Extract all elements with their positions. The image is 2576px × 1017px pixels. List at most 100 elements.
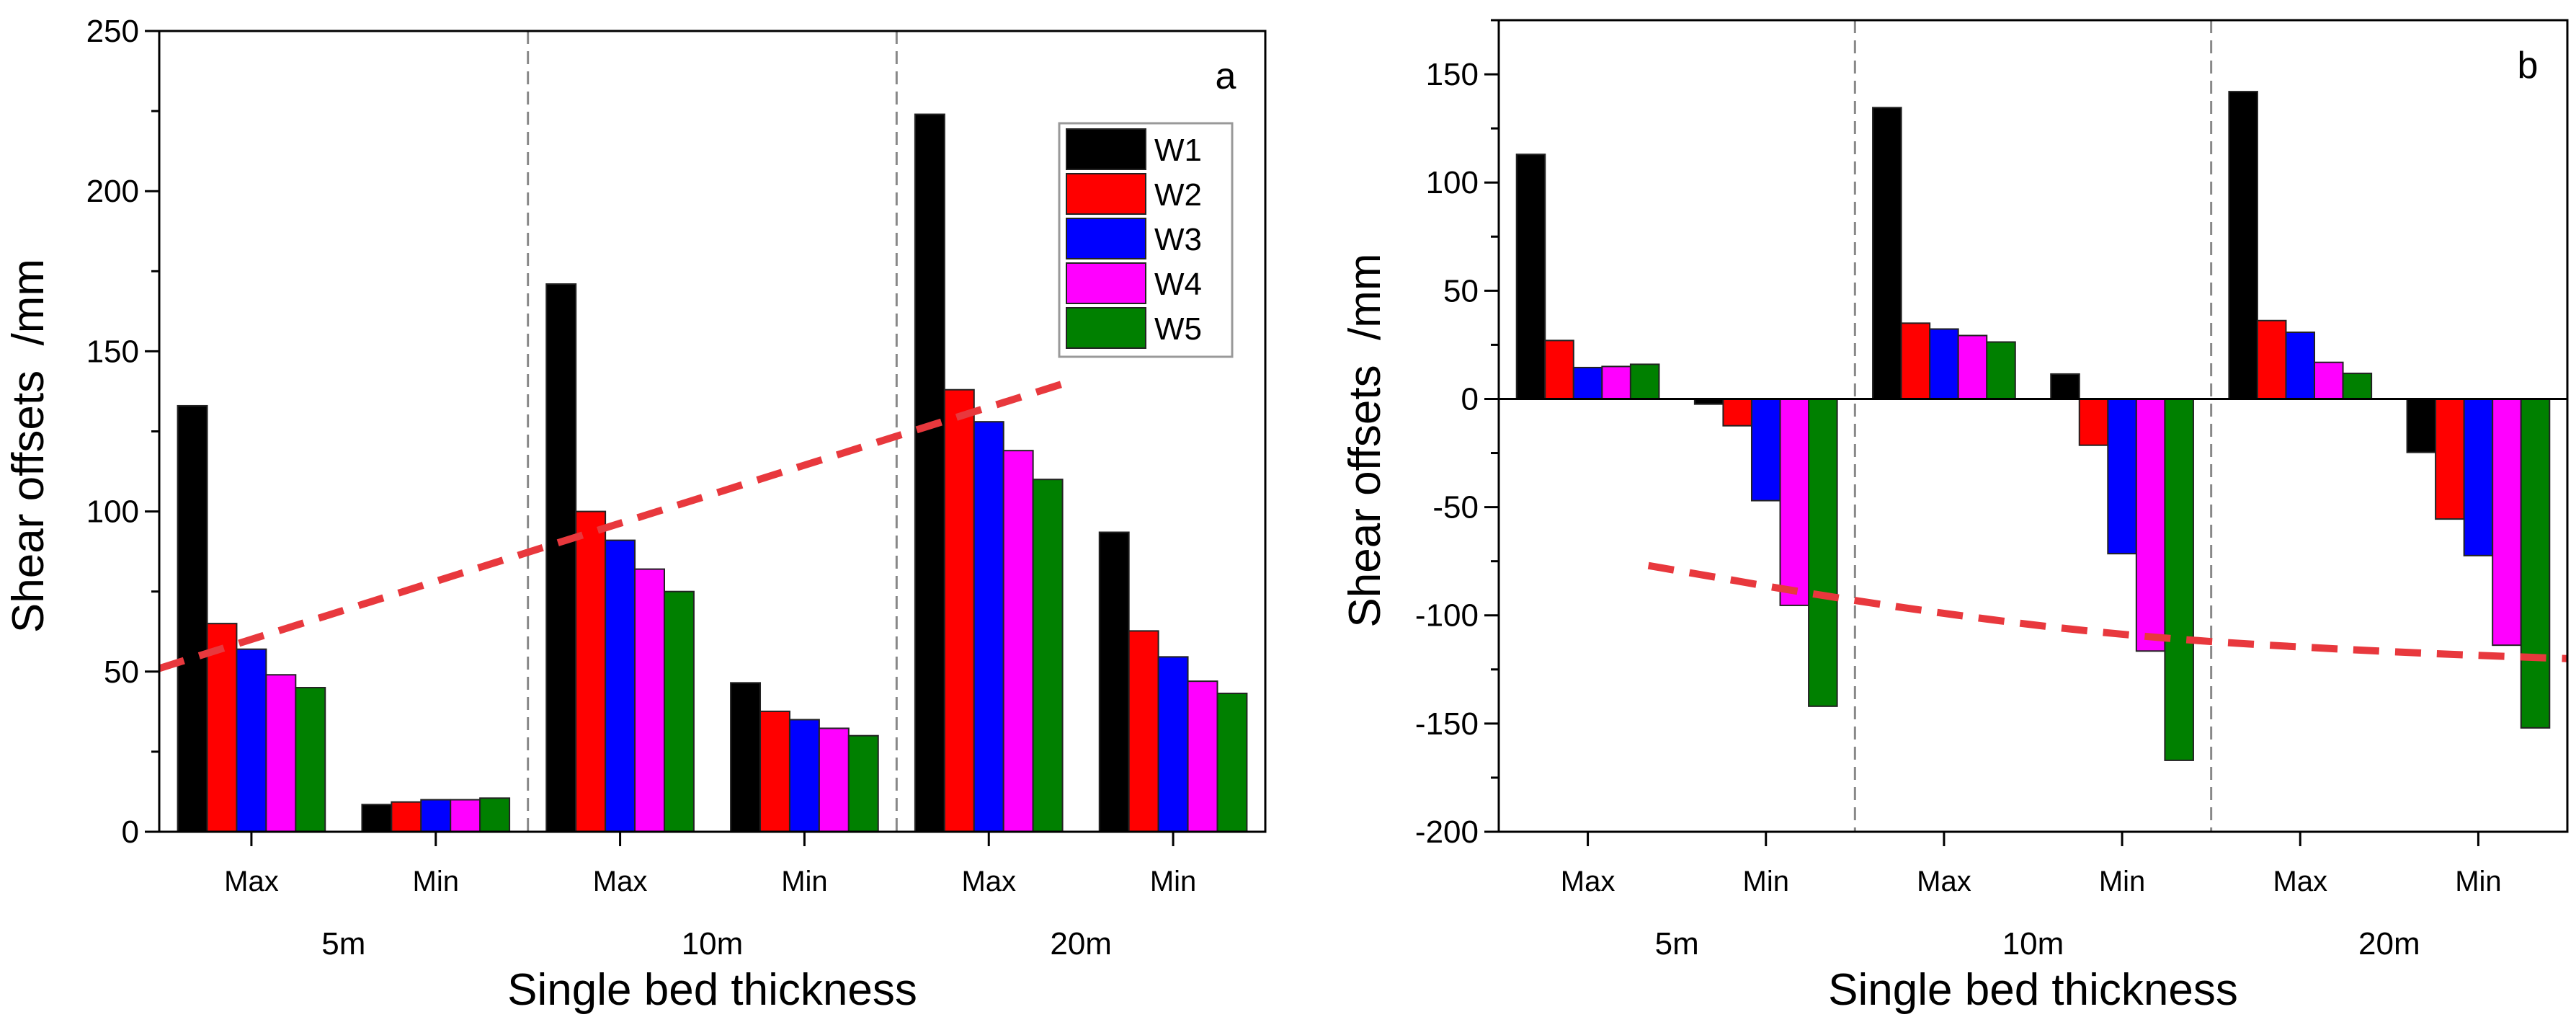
x-tick-label: Min bbox=[1743, 866, 1789, 897]
bar-w3-5 bbox=[1157, 656, 1189, 832]
bar-w3-3 bbox=[2107, 398, 2137, 555]
y-tick-label: 0 bbox=[122, 814, 139, 850]
x-axis-title: Single bed thickness bbox=[507, 965, 917, 1015]
y-tick-label: 150 bbox=[86, 334, 139, 369]
bar-w1-0 bbox=[177, 404, 208, 832]
bar-w2-1 bbox=[391, 801, 422, 832]
y-tick-label: 200 bbox=[86, 174, 139, 209]
bar-w1-4 bbox=[914, 113, 945, 832]
legend-swatch-w5 bbox=[1066, 307, 1146, 349]
panel-label: a bbox=[1216, 55, 1236, 97]
y-tick-label: 250 bbox=[86, 14, 139, 49]
bar-w5-4 bbox=[2342, 373, 2373, 400]
x-tick-label: Max bbox=[593, 866, 648, 897]
bar-w1-5 bbox=[2406, 398, 2437, 453]
bar-w5-3 bbox=[847, 734, 879, 832]
y-tick-label: 50 bbox=[1443, 273, 1479, 308]
bar-w1-3 bbox=[2050, 373, 2080, 400]
group-label: 5m bbox=[321, 926, 365, 962]
x-tick-label: Max bbox=[2273, 866, 2327, 897]
trend-line bbox=[158, 380, 1066, 672]
bar-w4-4 bbox=[2314, 361, 2344, 400]
legend-swatch-w1 bbox=[1066, 128, 1146, 170]
bar-w1-4 bbox=[2228, 91, 2258, 400]
bar-w4-5 bbox=[2492, 398, 2522, 647]
bar-w3-1 bbox=[1750, 398, 1781, 502]
x-axis-title: Single bed thickness bbox=[1828, 965, 2238, 1015]
bar-w5-1 bbox=[1808, 398, 1838, 707]
legend-label: W4 bbox=[1154, 267, 1202, 302]
bar-w3-0 bbox=[1572, 366, 1603, 400]
x-tick-label: Min bbox=[781, 866, 827, 897]
group-label: 20m bbox=[1050, 926, 1112, 962]
bar-w5-5 bbox=[1216, 693, 1248, 833]
bar-w5-3 bbox=[2164, 398, 2194, 761]
x-tick-label: Min bbox=[2455, 866, 2501, 897]
y-tick-label: -200 bbox=[1415, 814, 1479, 850]
x-tick-label: Max bbox=[224, 866, 279, 897]
bar-w1-1 bbox=[361, 804, 393, 832]
bar-w2-1 bbox=[1722, 398, 1752, 427]
bar-w2-4 bbox=[943, 388, 975, 832]
bar-w5-2 bbox=[1986, 341, 2016, 400]
x-tick-label: Min bbox=[2099, 866, 2145, 897]
bar-w1-5 bbox=[1098, 531, 1130, 833]
legend-label: W2 bbox=[1154, 177, 1202, 213]
x-tick-label: Max bbox=[1917, 866, 1971, 897]
bar-w4-4 bbox=[1002, 450, 1034, 832]
bar-w5-4 bbox=[1032, 479, 1064, 832]
y-tick-label: 100 bbox=[1426, 165, 1479, 200]
bar-w4-2 bbox=[1957, 334, 1988, 400]
y-tick-label: 0 bbox=[1461, 381, 1479, 417]
group-label: 20m bbox=[2358, 926, 2420, 962]
bar-w4-5 bbox=[1187, 680, 1218, 833]
x-tick-label: Min bbox=[413, 866, 459, 897]
legend-label: W5 bbox=[1154, 311, 1202, 347]
legend-label: W1 bbox=[1154, 133, 1202, 168]
bar-w4-0 bbox=[265, 674, 297, 833]
trend-line bbox=[1647, 561, 2568, 662]
bar-w4-3 bbox=[818, 727, 850, 832]
bar-w3-3 bbox=[788, 719, 820, 833]
bar-w3-4 bbox=[973, 421, 1004, 832]
bar-w4-2 bbox=[634, 568, 665, 832]
chart-panel-a: 0 50 100 150 200 250 Max Min Max Min Max Min 5m 10m 20… bbox=[4, 14, 1267, 1015]
bar-w4-1 bbox=[1779, 398, 1810, 606]
legend-label: W3 bbox=[1154, 222, 1202, 257]
bar-w2-4 bbox=[2256, 319, 2287, 400]
x-tick-label: Max bbox=[961, 866, 1016, 897]
bar-w1-3 bbox=[730, 682, 762, 832]
y-tick-label: 50 bbox=[104, 654, 139, 690]
bar-w5-5 bbox=[2520, 398, 2551, 729]
y-tick-label: 150 bbox=[1426, 57, 1479, 92]
y-tick-label: -50 bbox=[1432, 490, 1479, 525]
plot-frame bbox=[1497, 19, 2569, 833]
x-tick-label: Min bbox=[1150, 866, 1196, 897]
legend-swatch-w2 bbox=[1066, 173, 1146, 215]
bar-w2-3 bbox=[2078, 398, 2109, 446]
x-tick-label: Max bbox=[1561, 866, 1615, 897]
y-axis-title: Shear offsets /mm bbox=[1340, 253, 1390, 627]
bar-w1-2 bbox=[545, 283, 577, 832]
bar-w3-2 bbox=[605, 539, 636, 832]
bar-w5-0 bbox=[1629, 363, 1660, 400]
bar-w4-1 bbox=[450, 799, 481, 833]
bar-w2-3 bbox=[759, 710, 790, 832]
bar-w3-0 bbox=[236, 648, 267, 833]
group-label: 5m bbox=[1655, 926, 1699, 962]
bar-w1-0 bbox=[1515, 154, 1546, 400]
bar-w2-2 bbox=[1900, 322, 1931, 400]
chart-panel-b: -200 -150 -100 -50 0 50 100 150 Max Min Max Min Max M… bbox=[1340, 19, 2569, 1015]
bar-w2-5 bbox=[2435, 398, 2465, 520]
bar-w2-0 bbox=[1544, 339, 1574, 400]
bar-w4-3 bbox=[2135, 398, 2166, 652]
panel-label: b bbox=[2518, 45, 2539, 86]
bar-w2-2 bbox=[575, 510, 607, 832]
bar-w3-5 bbox=[2463, 398, 2494, 556]
group-label: 10m bbox=[682, 926, 744, 962]
legend-swatch-w3 bbox=[1066, 218, 1146, 259]
y-tick-label: 100 bbox=[86, 494, 139, 530]
bar-w3-2 bbox=[1929, 328, 1959, 400]
bar-w3-4 bbox=[2285, 331, 2316, 400]
